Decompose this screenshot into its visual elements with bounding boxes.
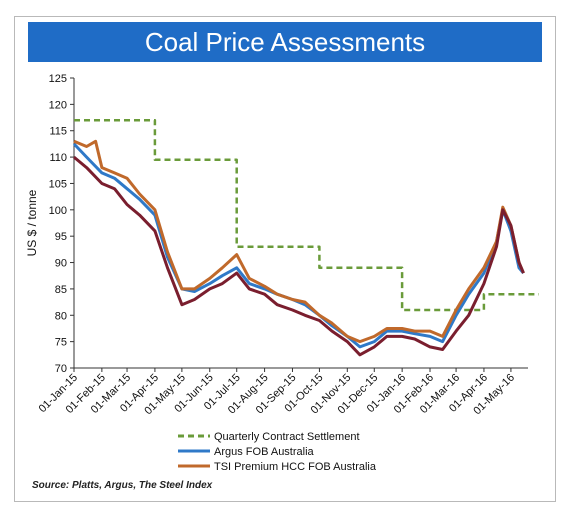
y-axis-label: US $ / tonne: [25, 189, 39, 256]
legend-label-1: Argus FOB Australia: [214, 446, 315, 458]
series-line-3: [73, 155, 525, 357]
series-line-1: [72, 142, 525, 349]
y-tick-label: 85: [55, 284, 67, 296]
legend-label-2: TSI Premium HCC FOB Australia: [214, 461, 377, 473]
chart-title: Coal Price Assessments: [28, 22, 542, 62]
y-tick-label: 100: [49, 205, 67, 217]
y-tick-label: 110: [49, 152, 67, 164]
y-tick-label: 125: [49, 73, 67, 85]
series-line-0: [74, 118, 539, 312]
chart-frame: [14, 16, 556, 502]
series-line-2: [73, 139, 525, 344]
y-tick-label: 95: [55, 231, 67, 243]
y-tick-label: 115: [49, 126, 67, 138]
y-tick-label: 80: [55, 310, 67, 322]
axes: 70758085909510010511011512012501-Jan-150…: [37, 73, 528, 417]
y-tick-label: 90: [55, 258, 67, 270]
y-tick-label: 70: [55, 363, 67, 375]
legend: Quarterly Contract Settlement Argus FOB A…: [178, 431, 377, 473]
y-tick-label: 75: [55, 337, 67, 349]
source-note: Source: Platts, Argus, The Steel Index: [32, 480, 213, 491]
legend-label-0: Quarterly Contract Settlement: [214, 431, 360, 443]
y-tick-label: 120: [49, 99, 67, 111]
series-lines: [72, 118, 539, 357]
y-tick-label: 105: [49, 178, 67, 190]
